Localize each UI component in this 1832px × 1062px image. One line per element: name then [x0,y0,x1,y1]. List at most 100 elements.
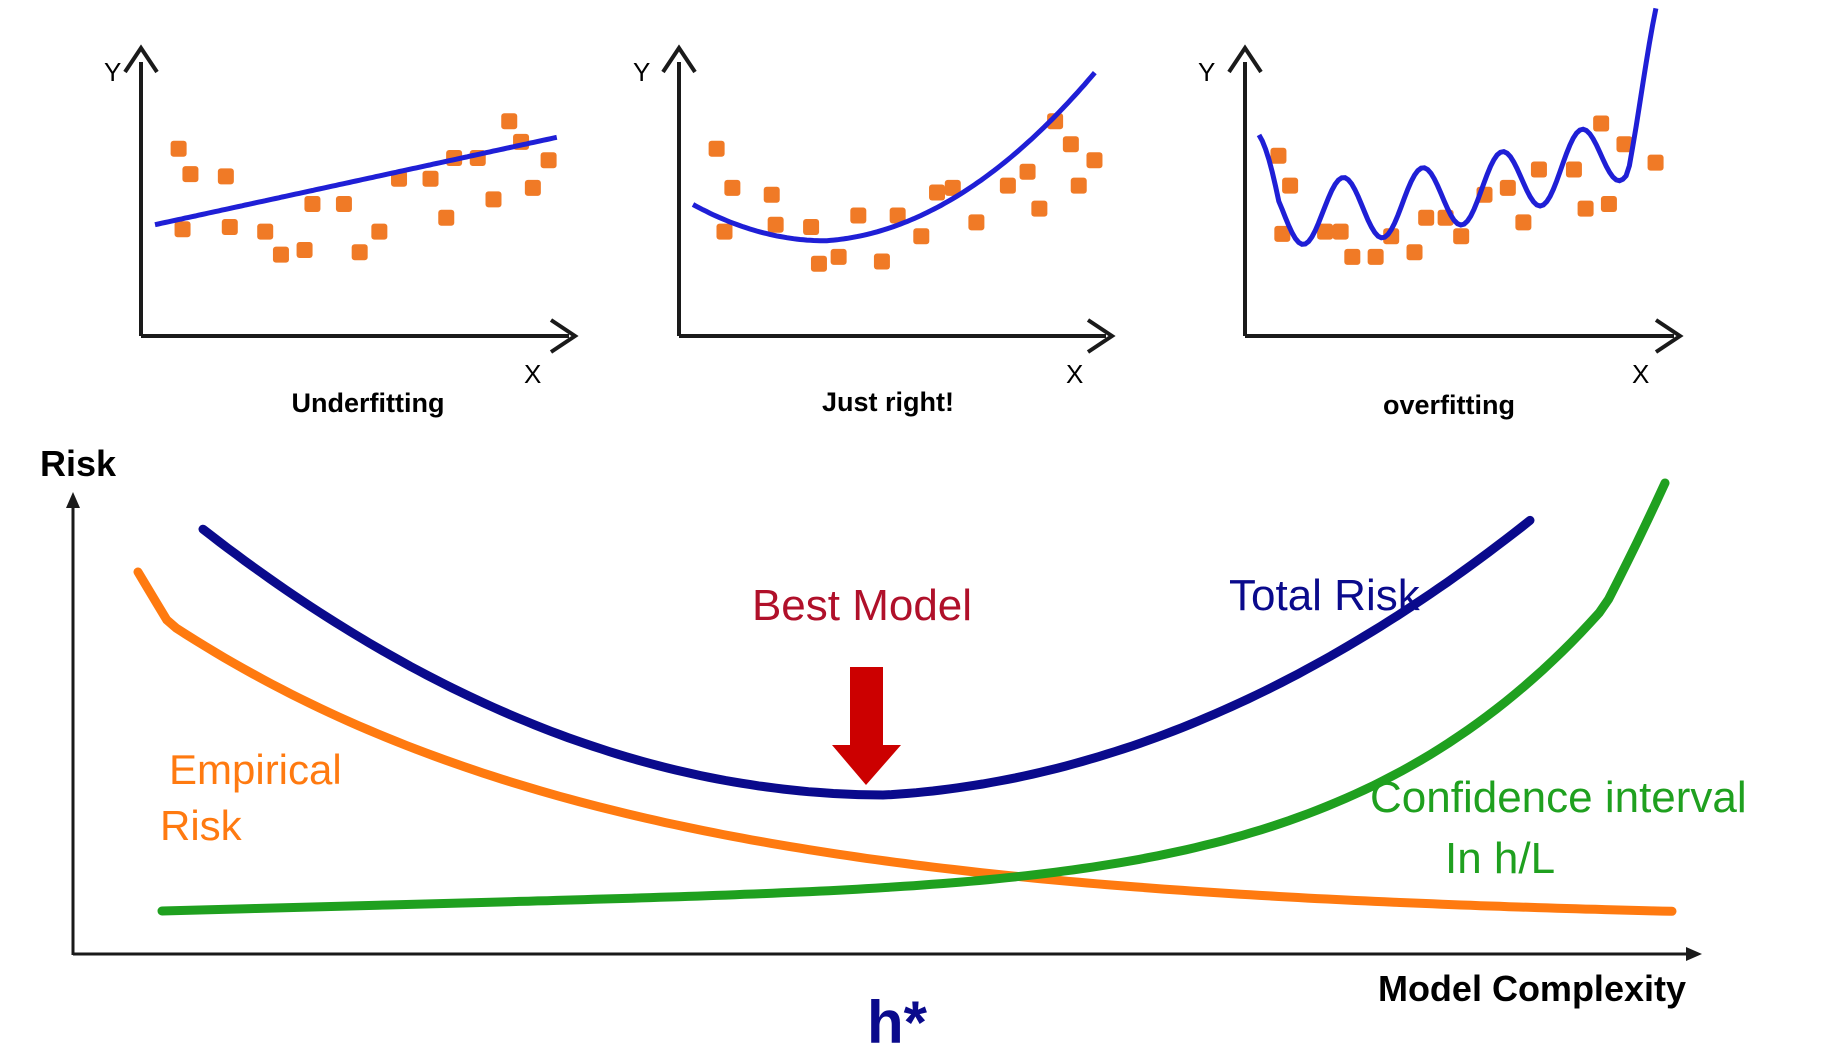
confidence-interval-curve [157,478,1670,916]
data-point [999,177,1016,194]
data-point [716,223,733,240]
data-point [1600,196,1617,212]
data-point [1070,177,1087,194]
panel-x-arrowhead [549,318,579,354]
fit-curve-just-right [691,70,1097,244]
panel-points [1270,115,1664,265]
data-point [170,140,187,157]
data-point [968,214,985,231]
data-point [182,166,199,183]
data-point [296,242,313,258]
data-point [830,248,847,265]
data-point [810,255,827,272]
data-point [944,179,961,196]
data-point [1344,248,1361,265]
risk-x-label: Model Complexity [1378,968,1686,1009]
panel-just-right: Y X Just right! [633,44,1116,417]
panel-y-arrowhead [661,44,697,74]
x-axis-label-overfitting: X [1632,359,1649,389]
y-axis-label-overfitting: Y [1198,57,1215,87]
data-point [257,223,274,240]
best-model-label: Best Model [752,581,972,630]
data-point [724,179,741,196]
risk-y-axis-arrowhead [66,492,80,508]
data-point [438,209,455,226]
empirical-risk-label-line2: Risk [160,802,243,849]
data-point [913,228,930,245]
caption-overfitting: overfitting [1383,390,1515,420]
data-point [1593,115,1610,132]
panel-y-arrowhead [1227,44,1263,74]
data-point [422,170,439,187]
x-axis-label-underfitting: X [524,359,541,389]
data-point [1270,147,1287,164]
confidence-interval-label-line2: In h/L [1445,834,1555,883]
data-point [1282,177,1299,194]
y-axis-label-underfitting: Y [104,57,121,87]
fit-curve-underfitting [154,134,558,228]
data-point [174,221,191,238]
data-point [1453,228,1470,245]
x-axis-label-just-right: X [1066,359,1083,389]
data-point [929,184,946,201]
data-point [351,244,368,261]
y-axis-label-just-right: Y [633,57,650,87]
fit-curve-overfitting [1256,7,1659,247]
data-point [1515,214,1532,231]
data-point [850,207,867,224]
caption-underfitting: Underfitting [292,388,445,418]
empirical-risk-curve [133,567,1677,916]
data-point [1019,163,1036,180]
panel-x-arrowhead [1086,318,1116,354]
data-point [1577,200,1594,217]
data-point [803,219,820,235]
data-point [221,219,238,235]
data-point [1499,179,1516,196]
data-point [1367,248,1384,265]
data-point [524,179,541,196]
data-point [1616,136,1633,153]
data-point [1031,200,1048,217]
data-point [763,186,780,203]
data-point [371,223,388,240]
data-point [217,168,234,185]
panel-underfitting: Y X Underfitting [104,44,579,418]
data-point [335,196,352,212]
panel-y-arrowhead [123,44,159,74]
panel-axes [1227,44,1684,354]
data-point [272,246,289,263]
data-point [889,207,906,224]
panel-axes [661,44,1116,354]
optimum-h-star-label: h* [867,989,928,1056]
panel-x-arrowhead [1654,318,1684,354]
data-point [1406,244,1423,261]
risk-y-label: Risk [40,443,117,484]
risk-chart: Risk Model Complexity Best Model Total R… [40,443,1747,1056]
data-point [1530,161,1547,178]
data-point [767,216,784,233]
data-point [1274,225,1291,242]
panel-axes [123,44,579,354]
data-point [873,253,890,270]
data-point [1332,223,1349,240]
total-risk-curve [198,515,1535,800]
caption-just-right: Just right! [822,387,954,417]
total-risk-label: Total Risk [1229,571,1421,620]
data-point [540,152,557,169]
panel-overfitting: Y X overfitting [1198,7,1684,420]
data-point [1062,136,1079,153]
data-point [485,191,502,208]
data-point [708,140,725,157]
data-point [1565,161,1582,178]
confidence-interval-label-line1: Confidence interval [1370,773,1747,822]
panel-points [170,113,557,263]
data-point [1418,209,1435,226]
data-point [501,113,518,130]
best-model-arrow-icon [832,667,901,785]
data-point [1086,152,1103,169]
data-point [304,196,321,212]
empirical-risk-label-line1: Empirical [169,746,342,793]
panel-points [708,113,1103,272]
